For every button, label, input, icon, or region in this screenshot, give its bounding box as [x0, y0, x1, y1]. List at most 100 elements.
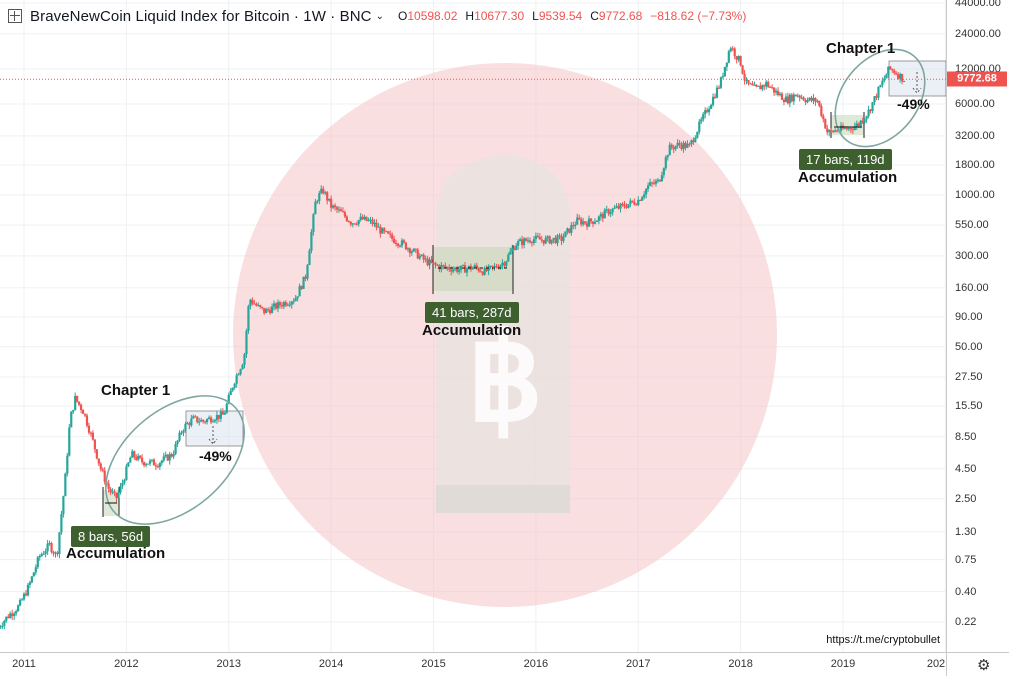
candle-body	[300, 286, 303, 289]
bitcoin-logo: ฿	[467, 312, 543, 446]
price-axis[interactable]: 44000.00 24000.00 12000.00 6000.00 3200.00 18…	[946, 0, 1009, 652]
candle-body	[365, 216, 368, 221]
candle-body	[448, 267, 451, 270]
candle-body	[444, 265, 447, 268]
time-axis[interactable]: 2011 2012 2013 2014 2015 2016 2017 2018 2019 202	[0, 652, 946, 676]
candle-body	[314, 201, 317, 215]
candle-body	[225, 403, 228, 413]
candle-body	[887, 66, 890, 75]
candle-body	[339, 209, 343, 212]
candle-body	[883, 78, 886, 81]
candle-body	[97, 458, 100, 464]
candle-body	[168, 454, 171, 461]
candle-body	[475, 265, 478, 268]
candle-body	[107, 483, 110, 489]
candle-body	[343, 212, 347, 217]
candle-body	[753, 84, 756, 86]
candle-body	[190, 418, 193, 426]
candle-body	[851, 129, 854, 131]
watermark-bullet	[436, 155, 570, 513]
candle-body	[24, 593, 28, 596]
candle-body	[229, 390, 232, 395]
candle-body	[278, 302, 282, 306]
candle-body	[235, 375, 238, 384]
candle-body	[442, 265, 445, 267]
chevron-down-icon[interactable]: ⌄	[375, 10, 384, 22]
candle-body	[162, 456, 165, 461]
expand-icon[interactable]	[8, 9, 22, 23]
candle-body	[178, 432, 181, 441]
candle-body	[383, 228, 386, 232]
chart-area[interactable]: ฿ BraveNewCoin Liquid Index for Bitcoin …	[0, 0, 946, 652]
time-tick-label: 2018	[728, 658, 753, 670]
candle-body	[115, 492, 118, 499]
candle-body	[150, 459, 154, 461]
candle-body	[694, 137, 697, 143]
candle-body	[227, 394, 230, 404]
candle-body	[416, 249, 419, 259]
candle-body	[158, 463, 161, 467]
ohlc-value: 10598.02	[407, 9, 458, 23]
candle-body	[146, 463, 150, 465]
source-url[interactable]: https://t.me/cryptobullet	[826, 634, 940, 646]
candle-body	[747, 80, 750, 84]
candle-body	[591, 221, 595, 224]
candle-body	[152, 459, 156, 466]
candle-body	[109, 488, 112, 493]
candle-body	[326, 192, 329, 201]
candle-body	[863, 119, 866, 123]
candle-body	[265, 309, 268, 314]
candle-body	[643, 194, 646, 198]
candle-body	[62, 496, 65, 515]
candle-body	[692, 140, 695, 143]
gear-icon[interactable]: ⚙	[977, 656, 991, 674]
candle-body	[137, 455, 140, 460]
candle-body	[142, 462, 146, 466]
candle-body	[635, 204, 638, 206]
time-tick-label: 2013	[216, 658, 241, 670]
candle-body	[900, 73, 904, 82]
candle-body	[223, 412, 226, 415]
candle-body	[672, 147, 675, 150]
candle-body	[318, 193, 321, 202]
candle-body	[434, 263, 437, 265]
candle-body	[713, 96, 717, 98]
candle-body	[316, 201, 319, 203]
candle-body	[341, 211, 345, 213]
candle-body	[751, 83, 754, 86]
candle-body	[578, 217, 581, 220]
candle-body	[849, 127, 852, 130]
candle-body	[461, 265, 465, 267]
candle-body	[99, 463, 102, 470]
candle-body	[40, 554, 43, 556]
candle-body	[290, 301, 293, 305]
candle-body	[103, 470, 106, 482]
candle-body	[633, 201, 636, 205]
candle-body	[284, 302, 287, 306]
candle-body	[520, 239, 524, 246]
candle-body	[357, 220, 360, 225]
candle-body	[582, 221, 585, 225]
candle-body	[11, 613, 14, 616]
candle-body	[83, 413, 87, 416]
bars-range-badge-2019: 17 bars, 119d	[799, 149, 892, 170]
candle-body	[723, 66, 726, 77]
candle-body	[477, 267, 480, 272]
candle-body	[123, 480, 126, 483]
candle-body	[483, 268, 486, 275]
candle-body	[519, 239, 522, 242]
candle-body	[729, 48, 732, 52]
candle-body	[312, 214, 315, 232]
candle-body	[359, 216, 362, 221]
candle-body	[85, 415, 89, 426]
candle-body	[786, 96, 789, 104]
chart-settings-corner: ⚙	[946, 652, 1009, 676]
candle-body	[662, 168, 665, 176]
candle-body	[95, 449, 98, 459]
candle-body	[696, 131, 699, 138]
candle-body	[46, 543, 49, 552]
symbol-title[interactable]: BraveNewCoin Liquid Index for Bitcoin · …	[30, 7, 372, 25]
candle-body	[26, 584, 30, 596]
candle-body	[674, 145, 677, 150]
candle-body	[546, 236, 549, 238]
